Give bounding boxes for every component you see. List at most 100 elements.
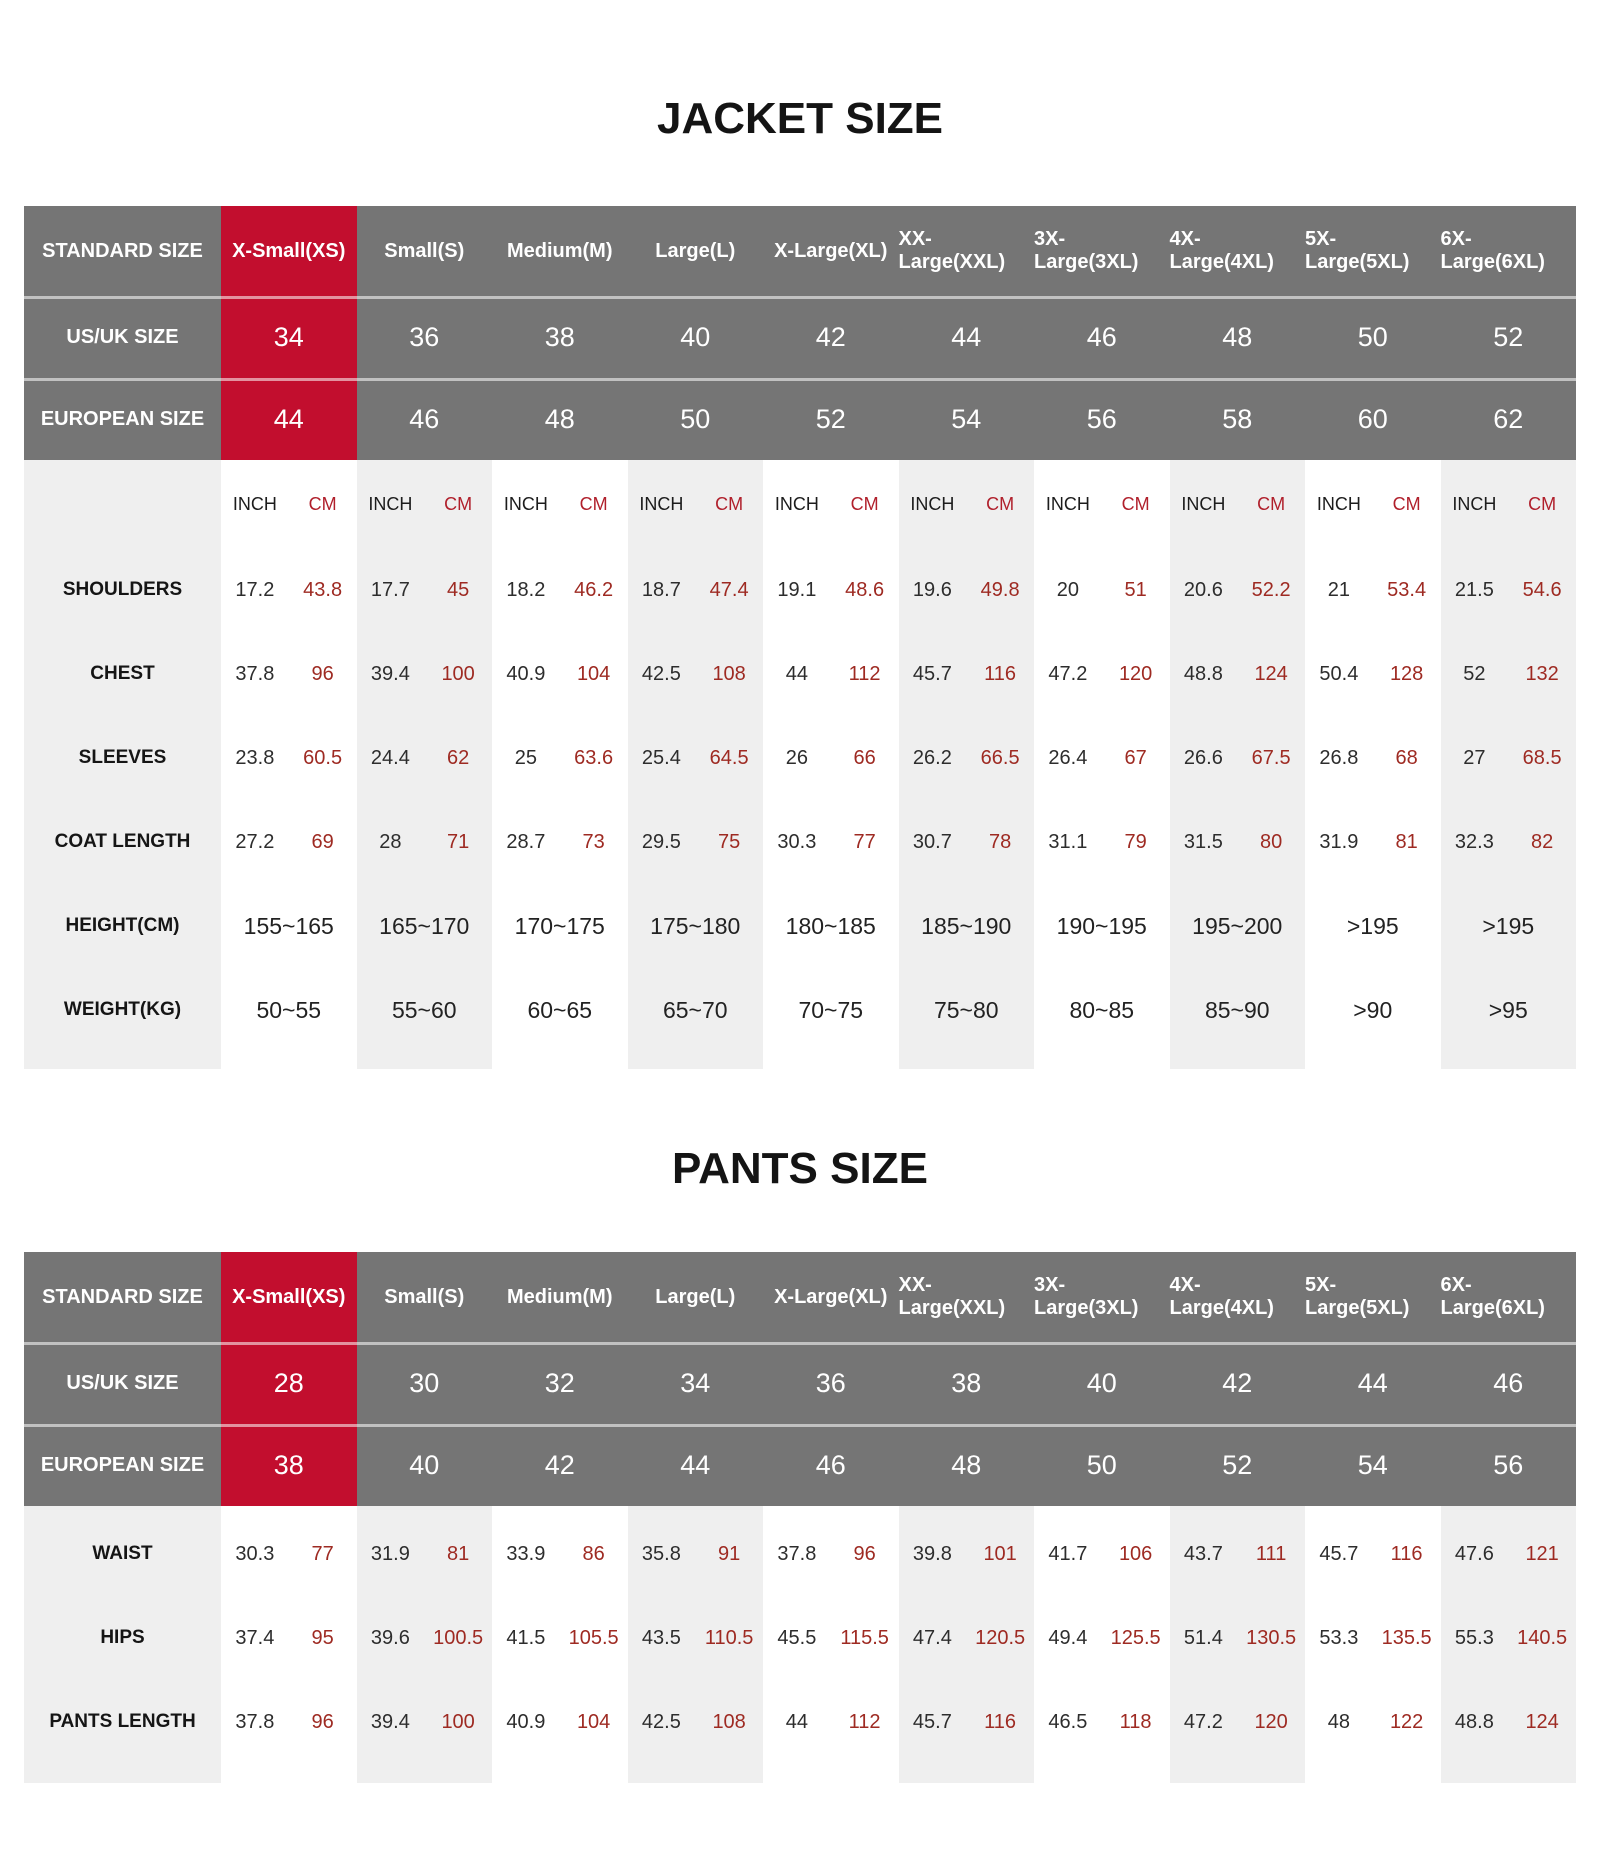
pair-cell: 50.4 128 [1305,632,1441,716]
pair-cell: 31.5 80 [1169,800,1305,884]
header-row-label: STANDARD SIZE [24,206,221,296]
pair-cell: 45.7 116 [1305,1512,1441,1596]
range-value: 80~85 [1069,996,1135,1023]
inch-value: 19.6 [912,578,952,601]
row-label: CHEST [24,632,221,716]
pants-title: PANTS SIZE [672,1144,928,1193]
pair-cell: 32.3 82 [1440,800,1576,884]
inch-value: 37.8 [777,1542,817,1565]
cm-value: 68 [1395,746,1418,769]
cm-value: 104 [576,1710,611,1733]
size-number-cell: 40 [356,1424,492,1506]
row-label [24,460,221,548]
spacer-cell [356,1764,492,1783]
cm-value: 77 [311,1542,334,1565]
pair-cell: 29.5 75 [627,800,763,884]
pair-cell: 21 53.4 [1305,548,1441,632]
range-value: 175~180 [650,912,741,939]
header-row-label: EUROPEAN SIZE [24,1424,221,1506]
inch-value: 24.4 [370,746,410,769]
jacket-spacer-row [24,1052,1576,1069]
inch-unit-label: INCH [1181,493,1226,514]
pants-header-row-standard-size: STANDARD SIZE X-Small(XS) Small(S) Medium(M… [24,1252,1576,1342]
pants-row-pants-length: PANTS LENGTH 37.8 96 39.4 100 40.9 104 42.5 108 4… [24,1680,1576,1764]
size-number-cell: 36 [763,1342,899,1424]
spacer-cell [221,1506,357,1512]
cm-value: 68.5 [1522,746,1562,769]
cm-value: 106 [1118,1542,1153,1565]
spacer-cell [898,1052,1034,1069]
size-number-cell: 34 [627,1342,763,1424]
inch-value: 31.5 [1183,830,1223,853]
pair-cell: 19.1 48.6 [763,548,899,632]
pair-cell: 47.4 120.5 [898,1596,1034,1680]
range-value: 50~55 [256,996,322,1023]
spacer-cell [492,1052,628,1069]
pair-cell: 37.8 96 [221,632,357,716]
spacer-cell [763,1506,899,1512]
units-cell: INCH CM [898,460,1034,548]
inch-value: 40.9 [506,662,546,685]
cm-value: 79 [1124,830,1147,853]
cm-value: 66 [853,746,876,769]
pair-cell: 35.8 91 [627,1512,763,1596]
inch-value: 18.2 [506,578,546,601]
row-label: HIPS [24,1596,221,1680]
range-value: >90 [1353,996,1393,1023]
cm-value: 124 [1525,1710,1559,1733]
cm-unit-label: CM [1257,493,1286,514]
jacket-row-shoulders: SHOULDERS 17.2 43.8 17.7 45 18.2 46.2 18.7 47.4 1… [24,548,1576,632]
pair-cell: 27 68.5 [1440,716,1576,800]
inch-value: 45.7 [1319,1542,1359,1565]
size-name-cell: 6X-Large(6XL) [1440,1252,1576,1342]
header-row-label: US/UK SIZE [24,296,221,378]
cm-value: 108 [712,662,746,685]
cm-value: 111 [1255,1542,1287,1565]
pants-spacer-row [24,1506,1576,1512]
size-number-cell: 44 [627,1424,763,1506]
pair-cell: 52 132 [1440,632,1576,716]
range-cell: >195 [1440,884,1576,968]
inch-value: 37.8 [235,1710,275,1733]
inch-value: 20.6 [1183,578,1223,601]
spacer-cell [221,1764,357,1783]
size-name-cell: Large(L) [627,206,763,296]
spacer-cell [898,1506,1034,1512]
inch-value: 47.6 [1454,1542,1494,1565]
inch-value: 21.5 [1454,578,1494,601]
size-name-cell: 4X-Large(4XL) [1169,1252,1305,1342]
size-number-cell: 60 [1305,378,1441,460]
inch-value: 28 [379,830,402,853]
size-number-cell: 38 [221,1424,357,1506]
range-value: 55~60 [391,996,457,1023]
pair-cell: 26.8 68 [1305,716,1441,800]
size-number-cell: 44 [898,296,1034,378]
cm-value: 115.5 [840,1626,889,1649]
cm-value: 135.5 [1381,1626,1432,1649]
pair-cell: 55.3 140.5 [1440,1596,1576,1680]
inch-value: 44 [785,1710,808,1733]
size-number-cell: 46 [1034,296,1170,378]
range-value: 75~80 [933,996,999,1023]
size-name-cell: 3X-Large(3XL) [1034,206,1170,296]
cm-unit-label: CM [308,493,337,514]
spacer-cell [492,1506,628,1512]
inch-value: 26.8 [1319,746,1359,769]
inch-value: 17.7 [370,578,410,601]
jacket-row-coat-length: COAT LENGTH 27.2 69 28 71 28.7 73 29.5 75 30.3 77 3… [24,800,1576,884]
pair-cell: 39.4 100 [356,1680,492,1764]
size-number-cell: 50 [1305,296,1441,378]
size-number-cell: 38 [492,296,628,378]
pair-cell: 33.9 86 [492,1512,628,1596]
pair-cell: 42.5 108 [627,632,763,716]
cm-value: 95 [311,1626,334,1649]
size-name-cell: Medium(M) [492,206,628,296]
units-cell: INCH CM [1169,460,1305,548]
inch-value: 30.7 [912,830,952,853]
size-number-cell: 56 [1440,1424,1576,1506]
pair-cell: 40.9 104 [492,1680,628,1764]
row-label: SLEEVES [24,716,221,800]
cm-unit-label: CM [850,493,879,514]
inch-value: 51.4 [1183,1626,1223,1649]
